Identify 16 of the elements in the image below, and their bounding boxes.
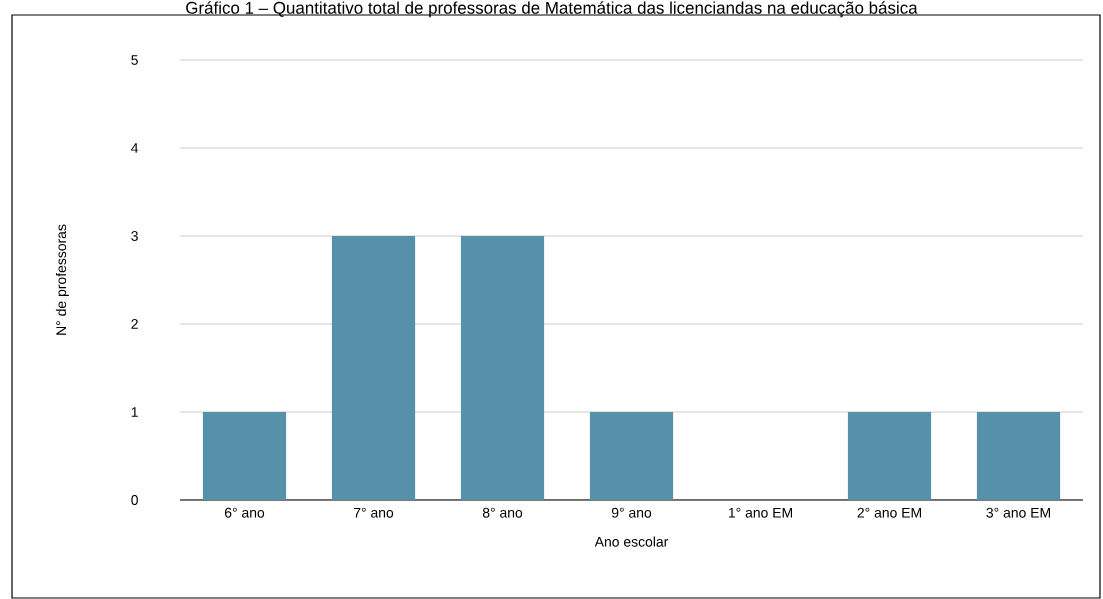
x-tick-label: 1° ano EM — [728, 507, 792, 518]
x-tick-label: 3° ano EM — [986, 507, 1050, 518]
chart-title: Gráfico 1 – Quantitativo total de professoras de Matemática das licenciandas na educação básica — [186, 1, 918, 18]
x-tick-label: 8° ano — [482, 507, 523, 518]
y-tick-label: 0 — [131, 495, 138, 505]
y-tick-label: 1 — [131, 407, 138, 417]
x-tick-label: 9° ano — [611, 507, 652, 518]
y-tick-label: 5 — [131, 55, 138, 65]
x-tick-label: 2° ano EM — [857, 507, 921, 518]
x-axis-title: Ano escolar — [594, 536, 669, 547]
x-tick-label: 7° ano — [353, 507, 394, 518]
y-axis-title: N° de professoras — [55, 224, 69, 335]
x-tick-label: 6° ano — [224, 507, 265, 518]
y-tick-label: 4 — [131, 143, 139, 153]
y-tick-label: 2 — [131, 319, 138, 329]
y-tick-label: 3 — [131, 231, 138, 241]
